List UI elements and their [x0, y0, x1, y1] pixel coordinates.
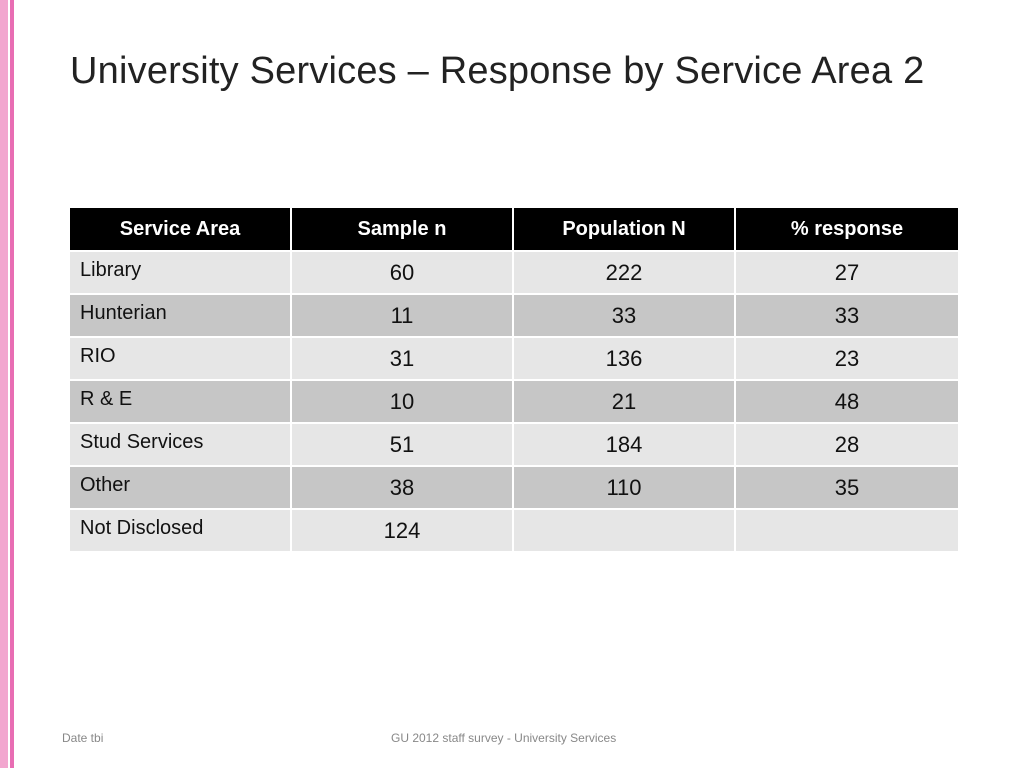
table-row: Other 38 110 35 [68, 465, 960, 510]
cell-service-area: Other [68, 465, 292, 510]
cell-response: 23 [734, 336, 960, 381]
table-header-row: Service Area Sample n Population N % res… [68, 206, 960, 252]
cell-population: 222 [512, 250, 736, 295]
header-population-n: Population N [512, 206, 736, 252]
cell-population: 110 [512, 465, 736, 510]
cell-sample: 31 [290, 336, 514, 381]
cell-sample: 10 [290, 379, 514, 424]
cell-service-area: Not Disclosed [68, 508, 292, 553]
cell-service-area: Stud Services [68, 422, 292, 467]
table-row: Not Disclosed 124 [68, 508, 960, 553]
accent-bar-dark [10, 0, 14, 768]
header-sample-n: Sample n [290, 206, 514, 252]
cell-service-area: Hunterian [68, 293, 292, 338]
footer-survey-label: GU 2012 staff survey - University Servic… [391, 731, 617, 745]
header-service-area: Service Area [68, 206, 292, 252]
table-row: Library 60 222 27 [68, 250, 960, 295]
cell-sample: 38 [290, 465, 514, 510]
cell-service-area: R & E [68, 379, 292, 424]
table-row: Hunterian 11 33 33 [68, 293, 960, 338]
header-percent-response: % response [734, 206, 960, 252]
cell-sample: 124 [290, 508, 514, 553]
response-table: Service Area Sample n Population N % res… [68, 206, 960, 553]
cell-population: 184 [512, 422, 736, 467]
cell-population: 21 [512, 379, 736, 424]
cell-service-area: Library [68, 250, 292, 295]
cell-response: 35 [734, 465, 960, 510]
table-row: RIO 31 136 23 [68, 336, 960, 381]
table-row: R & E 10 21 48 [68, 379, 960, 424]
accent-bar-light [0, 0, 8, 768]
cell-response [734, 508, 960, 553]
cell-sample: 60 [290, 250, 514, 295]
cell-response: 48 [734, 379, 960, 424]
cell-population [512, 508, 736, 553]
cell-service-area: RIO [68, 336, 292, 381]
cell-response: 33 [734, 293, 960, 338]
cell-population: 136 [512, 336, 736, 381]
cell-response: 27 [734, 250, 960, 295]
slide-title: University Services – Response by Servic… [70, 50, 925, 92]
cell-response: 28 [734, 422, 960, 467]
table-row: Stud Services 51 184 28 [68, 422, 960, 467]
cell-sample: 11 [290, 293, 514, 338]
cell-sample: 51 [290, 422, 514, 467]
footer-date: Date tbi [62, 731, 104, 745]
cell-population: 33 [512, 293, 736, 338]
